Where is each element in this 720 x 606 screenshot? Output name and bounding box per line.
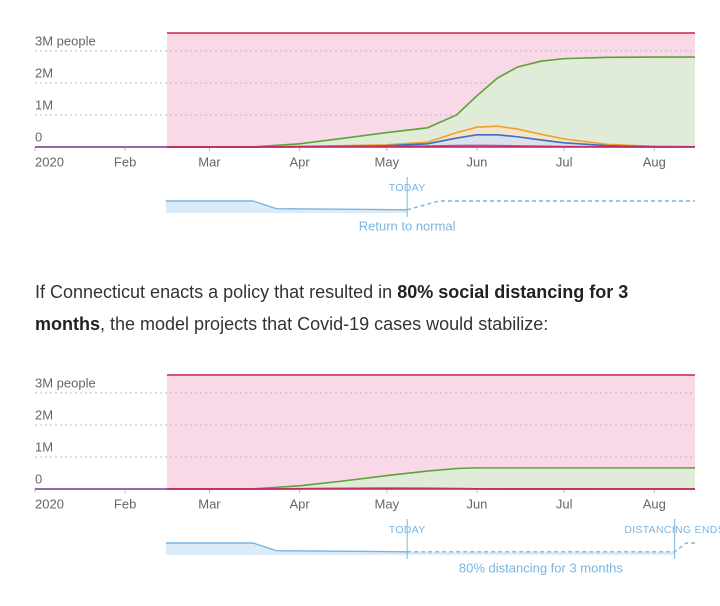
x-tick-label: 2020 (35, 154, 64, 169)
x-tick-label: Jul (556, 496, 573, 511)
y-tick-label: 0 (35, 129, 42, 144)
distancing-area (165, 543, 675, 555)
text: If Connecticut enacts a policy that resu… (35, 282, 398, 302)
annotation-label: TODAY (389, 182, 426, 194)
annotation-note: Return to normal (359, 218, 456, 233)
y-tick-label: 3M people (35, 375, 96, 390)
y-tick-label: 3M people (35, 33, 96, 48)
y-tick-label: 1M (35, 439, 53, 454)
y-tick-label: 1M (35, 97, 53, 112)
series-area (35, 134, 695, 147)
x-tick-label: Jun (466, 154, 487, 169)
series-line (35, 56, 695, 148)
y-tick-label: 2M (35, 65, 53, 80)
annotation-label: TODAY (389, 524, 426, 536)
annotation-label: DISTANCING ENDS (624, 524, 720, 536)
x-tick-label: Apr (289, 496, 310, 511)
distancing-line (165, 200, 408, 211)
x-tick-label: Aug (643, 154, 666, 169)
series-area (35, 57, 695, 147)
x-tick-label: Feb (114, 154, 136, 169)
text: , the model projects that Covid-19 cases… (100, 314, 549, 334)
distancing-line (165, 542, 408, 553)
paragraph: If Connecticut enacts a policy that resu… (35, 276, 695, 340)
x-tick-label: Mar (198, 496, 221, 511)
distancing-projection (407, 542, 695, 553)
y-tick-label: 2M (35, 407, 53, 422)
x-tick-label: Aug (643, 496, 666, 511)
x-tick-label: May (375, 154, 400, 169)
x-tick-label: Apr (289, 154, 310, 169)
x-tick-label: Jul (556, 154, 573, 169)
x-tick-label: 2020 (35, 496, 64, 511)
x-tick-label: Jun (466, 496, 487, 511)
distancing-projection (406, 200, 695, 211)
distancing-area (165, 201, 408, 213)
y-tick-label: 0 (35, 471, 42, 486)
x-tick-label: Mar (198, 154, 221, 169)
x-tick-label: May (375, 496, 400, 511)
bold-text: 80% social distancing for 3 months (35, 282, 629, 334)
x-tick-label: Feb (114, 496, 136, 511)
series-line (35, 467, 695, 490)
annotation-note: 80% distancing for 3 months (459, 560, 624, 575)
